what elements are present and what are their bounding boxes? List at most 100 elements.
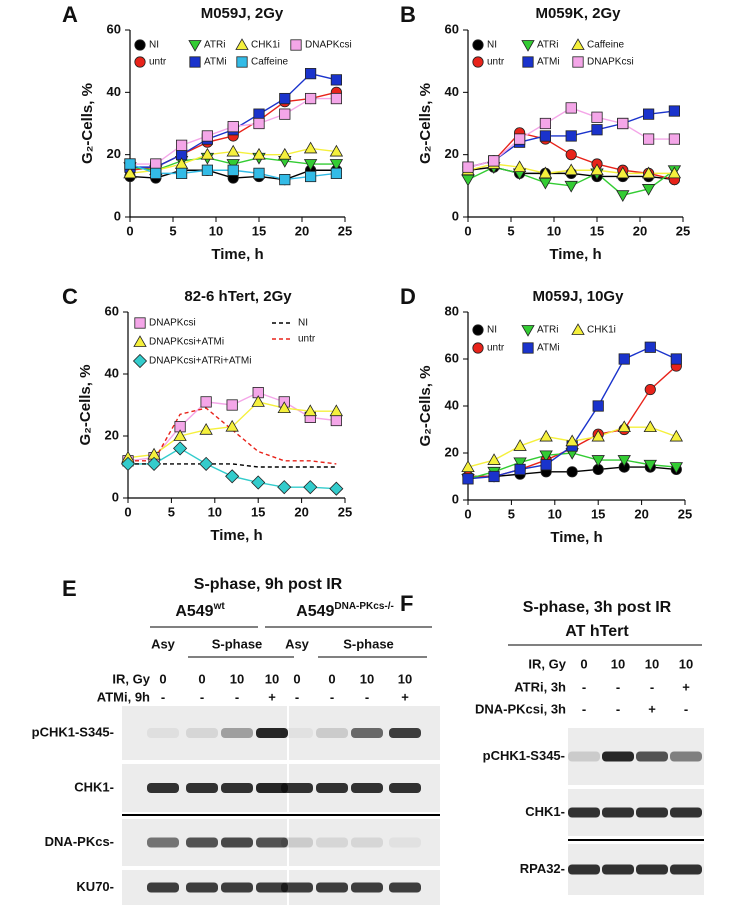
data-point <box>539 117 552 130</box>
data-point <box>329 144 344 157</box>
condition-label: IR, Gy <box>112 671 150 686</box>
blot-band <box>221 837 253 848</box>
x-axis-title: Time, h <box>211 246 263 263</box>
legend-label: untr <box>298 334 316 345</box>
legend-swatch <box>472 324 484 336</box>
blot-band <box>389 728 421 738</box>
data-point <box>173 441 188 456</box>
legend-label: ATRi <box>204 40 225 51</box>
data-point <box>643 133 655 145</box>
data-point <box>120 456 136 471</box>
data-point <box>226 399 238 411</box>
y-tick-label: 60 <box>445 350 459 365</box>
condition-value: - <box>330 689 334 704</box>
legend-swatch <box>571 323 585 335</box>
data-point <box>643 459 657 472</box>
data-point <box>617 117 629 130</box>
condition-value: - <box>365 689 369 704</box>
condition-value: - <box>616 679 620 694</box>
legend-label: untr <box>487 57 505 68</box>
data-point <box>591 429 605 442</box>
x-tick-label: 25 <box>338 504 352 519</box>
data-point <box>175 139 188 151</box>
y-tick-label: 20 <box>445 444 459 459</box>
blot-band <box>636 864 668 875</box>
legend-swatch <box>472 56 484 68</box>
blot-row-label: KU70- <box>76 879 114 894</box>
data-point <box>304 170 317 183</box>
blot-band <box>636 807 668 818</box>
legend-label: ATRi <box>537 40 558 51</box>
legend-label: DNAPKcsi+ATMi <box>149 337 224 348</box>
condition-value: + <box>401 689 409 704</box>
data-point <box>304 68 317 80</box>
legend-swatch <box>134 56 146 68</box>
legend-label: untr <box>487 343 505 354</box>
data-point <box>591 124 603 136</box>
data-point <box>669 462 684 474</box>
x-tick-label: 20 <box>294 504 308 519</box>
blot-band <box>602 807 634 818</box>
data-point <box>124 158 136 170</box>
legend-swatch <box>133 335 147 347</box>
legend-label: Caffeine <box>251 57 289 68</box>
condition-value: - <box>295 689 299 704</box>
data-point <box>252 147 266 160</box>
data-point <box>123 166 137 179</box>
legend-swatch <box>472 342 484 354</box>
data-point <box>227 164 239 176</box>
blot-band <box>256 882 288 893</box>
cell-line: AT hTert <box>565 623 629 640</box>
blot-band <box>147 783 179 793</box>
legend-label: CHK1i <box>251 40 280 51</box>
blot-band <box>281 837 313 848</box>
legend-swatch <box>572 56 584 68</box>
blot-band <box>389 783 421 793</box>
data-point <box>330 414 342 427</box>
data-point <box>513 439 527 451</box>
data-point <box>146 456 162 471</box>
blot-band <box>281 882 313 893</box>
y-tick-label: 0 <box>452 208 459 223</box>
chart-title: M059J, 10Gy <box>533 288 625 305</box>
legend-swatch <box>188 40 202 52</box>
blot-row-label: pCHK1-S345- <box>483 748 565 763</box>
data-point <box>227 121 239 133</box>
data-point <box>225 469 240 484</box>
data-point <box>668 105 681 117</box>
data-point <box>616 190 630 202</box>
phase-label: Asy <box>151 636 176 651</box>
blot-band <box>221 882 253 893</box>
y-tick-label: 40 <box>105 365 119 380</box>
x-tick-label: 25 <box>338 223 352 238</box>
data-point <box>175 167 188 179</box>
blot-title: S-phase, 9h post IR <box>194 576 343 593</box>
blot-band <box>147 837 179 848</box>
blot-band <box>256 728 288 738</box>
data-point <box>329 404 344 417</box>
data-point <box>590 163 604 176</box>
blot-band <box>256 837 288 848</box>
data-point <box>330 167 343 179</box>
y-axis-title: G₂-Cells, % <box>417 83 434 164</box>
x-tick-label: 10 <box>209 223 223 238</box>
chart-title: 82-6 hTert, 2Gy <box>184 288 292 305</box>
data-point <box>670 353 682 365</box>
blot-band <box>221 728 253 738</box>
y-tick-label: 0 <box>114 208 121 223</box>
data-point <box>279 108 291 120</box>
condition-value: 10 <box>230 671 244 686</box>
condition-value: - <box>650 679 654 694</box>
legend-swatch <box>290 39 302 51</box>
data-point <box>329 481 344 496</box>
blot-band <box>636 751 668 762</box>
blot-band <box>316 728 348 738</box>
legend-label: NI <box>487 40 497 51</box>
legend-label: CHK1i <box>587 325 616 336</box>
blot-band <box>221 783 253 793</box>
blot-band <box>351 837 383 848</box>
blot-band <box>670 807 702 818</box>
data-point <box>641 184 656 196</box>
data-point <box>225 419 239 432</box>
data-point <box>488 155 500 167</box>
